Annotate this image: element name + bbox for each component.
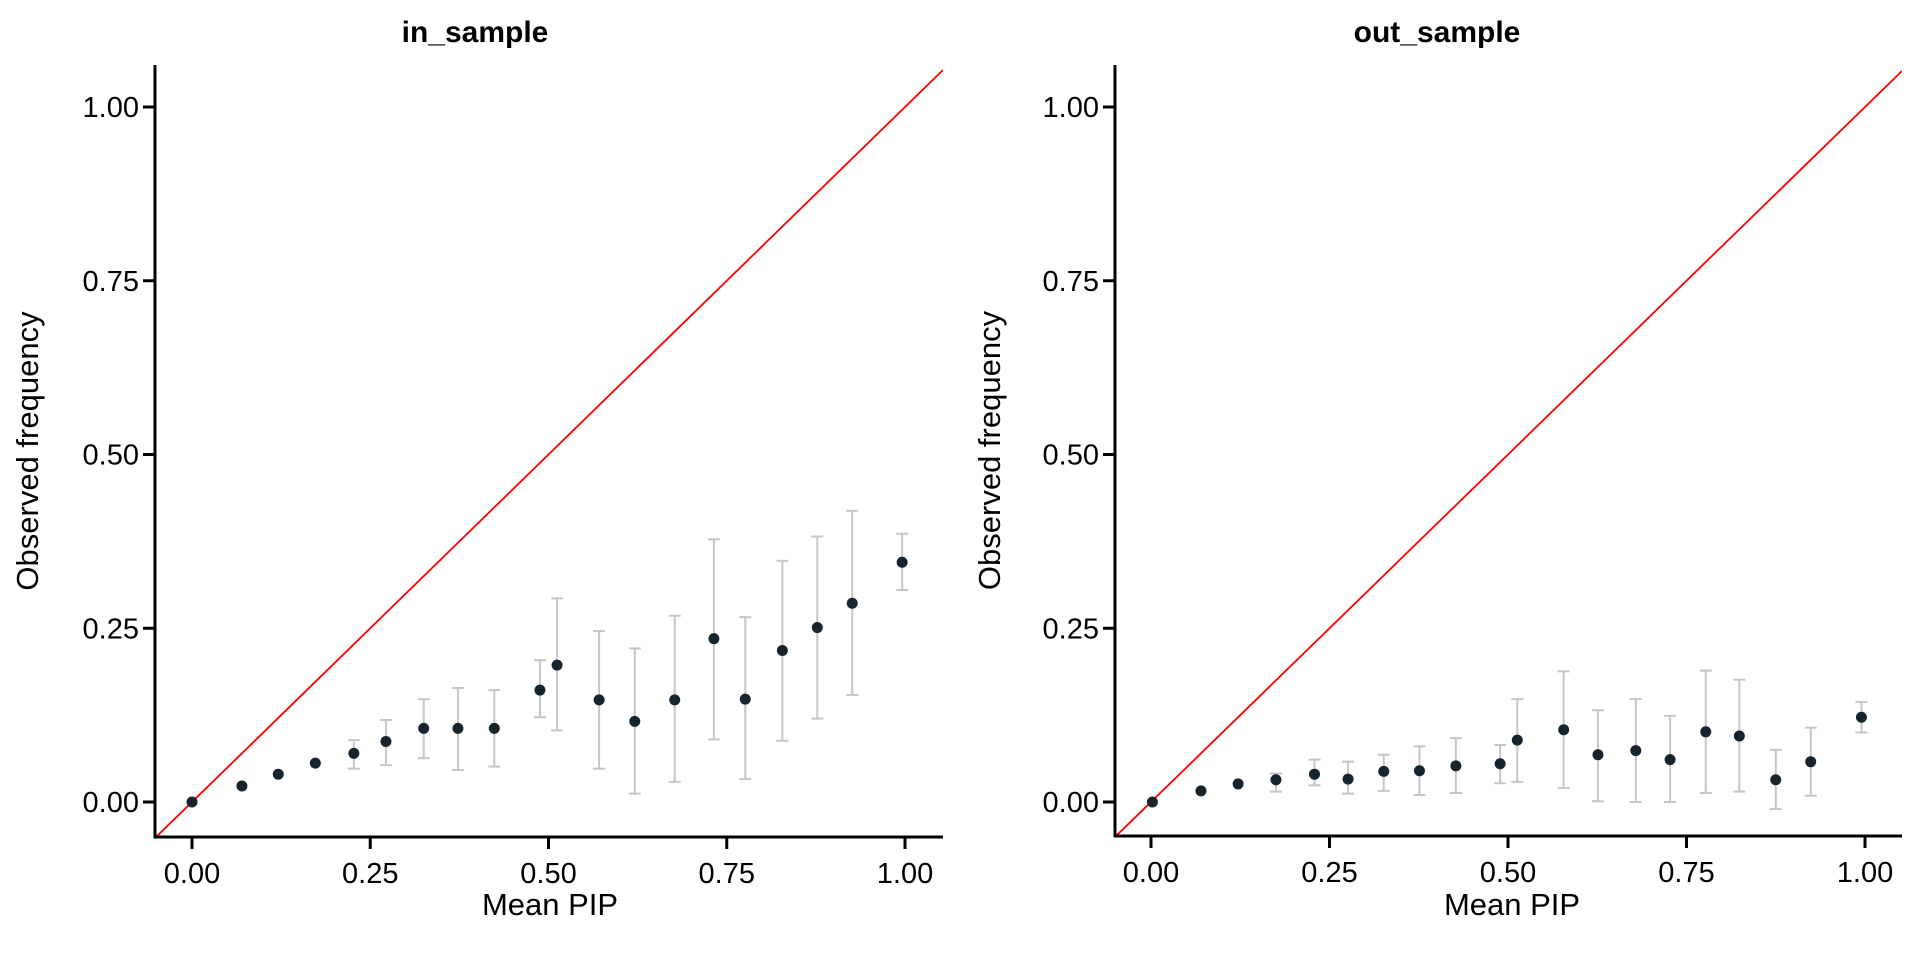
x-tick-label: 0.25 [342,858,398,890]
data-point [1630,745,1642,757]
y-tick-label: 1.00 [1043,92,1099,124]
x-tick-label: 1.00 [1837,857,1893,889]
y-tick-label: 0.25 [1043,613,1099,645]
x-axis-title: Mean PIP [1444,887,1580,922]
x-tick-label: 0.25 [1301,857,1357,889]
data-point [669,694,681,706]
panel-title: out_sample [1354,16,1521,49]
data-point [776,644,788,656]
data-point [236,780,248,792]
data-point [1592,749,1604,761]
data-point [1309,768,1321,780]
data-point [551,659,563,671]
data-point [452,722,464,734]
y-tick-label: 0.00 [1043,787,1099,819]
y-axis-title: Observed frequency [10,311,45,591]
data-point [348,747,360,759]
y-tick-label: 0.75 [83,266,139,298]
x-tick-label: 0.00 [164,858,220,890]
data-point [1378,765,1390,777]
data-point [272,768,284,780]
y-tick-label: 0.00 [83,787,139,819]
x-axis-title: Mean PIP [482,887,618,922]
data-point [1195,785,1207,797]
data-point [896,556,908,568]
data-point [593,694,605,706]
data-point [488,722,500,734]
data-point [1146,796,1158,808]
data-point [846,597,858,609]
panel-in-sample: 0.00 0.25 0.50 0.75 1.00 0.00 0.25 0.50 0.75 1.00… [10,16,943,922]
y-tick-label: 1.00 [83,92,139,124]
x-tick-label: 0.00 [1123,857,1179,889]
data-point [1270,774,1282,786]
y-tick-label: 0.50 [83,440,139,472]
y-tick-label: 0.25 [83,613,139,645]
data-point [739,693,751,705]
data-point [1558,724,1570,736]
panel-out-sample: 0.00 0.25 0.50 0.75 1.00 0.00 0.25 0.50 0.75 1.00… [972,16,1902,922]
x-tick-label: 0.50 [520,858,576,890]
data-point [811,622,823,634]
data-point [1232,778,1244,790]
data-point [1733,730,1745,742]
x-tick-label: 1.00 [877,858,933,890]
data-point [309,757,321,769]
data-point [1413,765,1425,777]
data-point [380,736,392,748]
x-tick-label: 0.75 [699,858,755,890]
data-point [1770,774,1782,786]
data-point [418,722,430,734]
identity-line [1115,70,1902,836]
data-point [1700,726,1712,738]
y-tick-label: 0.75 [1043,266,1099,298]
y-tick-label: 0.50 [1043,440,1099,472]
data-point [1494,758,1506,770]
data-point [1855,711,1867,723]
data-point [1450,760,1462,772]
data-point [534,684,546,696]
data-point [1342,773,1354,785]
data-point [1511,734,1523,746]
identity-line [155,69,943,837]
data-point [1805,756,1817,768]
x-tick-label: 0.75 [1658,857,1714,889]
panel-title: in_sample [402,16,549,49]
data-point [629,715,641,727]
data-point [708,633,720,645]
y-axis-title: Observed frequency [972,310,1007,590]
data-point [1664,754,1676,766]
data-point [186,796,198,808]
x-tick-label: 0.50 [1480,857,1536,889]
